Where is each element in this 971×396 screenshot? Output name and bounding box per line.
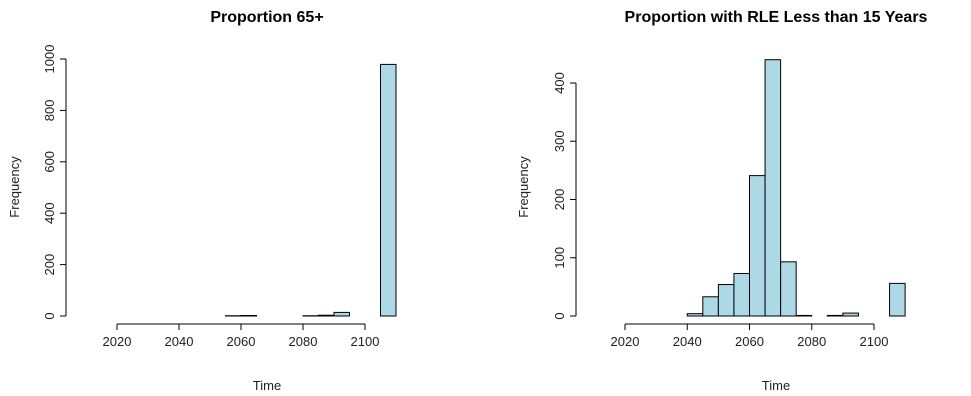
- y-tick-label: 1000: [42, 45, 57, 74]
- histogram-bar: [795, 314, 813, 317]
- histogram-bar: [240, 314, 257, 317]
- x-tick-label: 2100: [860, 334, 889, 349]
- histogram-bar: [686, 313, 704, 317]
- y-tick-label: 200: [42, 254, 57, 276]
- x-tick-label: 2040: [165, 334, 194, 349]
- histogram-bar: [702, 296, 719, 317]
- x-tick-label: 2020: [611, 334, 640, 349]
- x-tick-label: 2080: [797, 334, 826, 349]
- chart-title: Proportion with RLE Less than 15 Years: [625, 9, 928, 26]
- histogram-bar: [318, 314, 335, 317]
- histogram-bar: [733, 272, 750, 317]
- x-tick-label: 2060: [735, 334, 764, 349]
- y-tick-label: 200: [552, 189, 567, 211]
- x-axis-label: Time: [762, 378, 790, 393]
- histogram-bar: [717, 284, 735, 317]
- histogram-bar: [842, 312, 859, 317]
- histogram-bar: [764, 59, 782, 317]
- x-tick-label: 2060: [227, 334, 256, 349]
- y-tick-label: 400: [42, 202, 57, 224]
- y-tick-label: 300: [552, 130, 567, 152]
- histogram-bar: [749, 175, 766, 317]
- y-axis-label: Frequency: [516, 156, 531, 218]
- x-tick-label: 2020: [103, 334, 132, 349]
- histogram-panel-1: Proportion 65+ Time Frequency 2020 2040 2060 2…: [7, 9, 397, 393]
- y-tick-label: 400: [552, 72, 567, 94]
- histogram-bar: [333, 311, 350, 317]
- x-tick-label: 2040: [673, 334, 702, 349]
- x-tick-label: 2100: [351, 334, 380, 349]
- chart-title: Proportion 65+: [210, 9, 323, 26]
- x-tick-label: 2080: [289, 334, 318, 349]
- histogram-bar: [780, 261, 797, 317]
- histogram-bar: [826, 314, 844, 317]
- y-tick-label: 600: [42, 151, 57, 173]
- y-tick-label: 0: [42, 312, 57, 319]
- y-tick-label: 100: [552, 247, 567, 269]
- y-tick-label: 0: [552, 312, 567, 319]
- y-axis-label: Frequency: [7, 156, 22, 218]
- histogram-bar: [380, 63, 397, 317]
- histogram-panel-2: Proportion with RLE Less than 15 Years Ti…: [516, 9, 928, 393]
- x-axis-label: Time: [253, 378, 281, 393]
- histogram-bar: [889, 282, 906, 317]
- y-tick-label: 800: [42, 100, 57, 122]
